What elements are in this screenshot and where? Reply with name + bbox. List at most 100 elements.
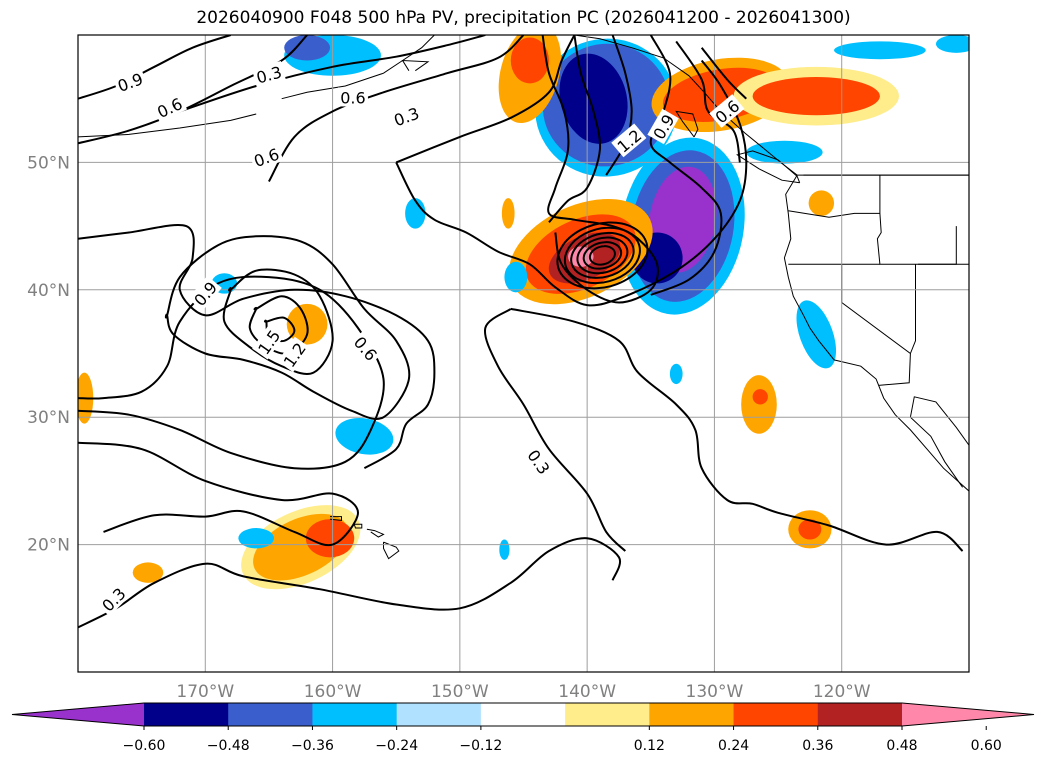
pv-contour-label-bg [349, 330, 383, 366]
precip-fill-cell [796, 300, 837, 369]
x-tick-label: 120°W [813, 682, 871, 702]
map-area: 0.9 0.30.6 0.60.30.60.91.21.5 0.60.30.31.2 0… [78, 35, 969, 672]
colorbar-tick-label: 0.48 [886, 738, 917, 754]
precip-fill-cell [335, 418, 394, 455]
pv-contour-label: 0.6 [337, 87, 368, 107]
pv-contour-ring [563, 226, 641, 285]
precip-fill-cell [746, 140, 823, 164]
pv-contour-label: 0.6 [151, 92, 188, 123]
precip-fill-cell [808, 190, 835, 216]
pv-contour-label-bg [388, 102, 424, 131]
precip-fill-cell [501, 198, 515, 229]
pv-contour-line [483, 308, 627, 552]
x-tick-label: 150°W [431, 682, 489, 702]
map-frame [77, 34, 970, 673]
x-tick-label: 140°W [558, 682, 616, 702]
pv-contour-label: 1.5 [252, 324, 285, 360]
precip-fill-cell [405, 198, 426, 229]
pv-contour-ring [570, 231, 635, 279]
y-tick-labels: 50°N 40°N 30°N 20°N [27, 153, 70, 555]
colorbar-segment [817, 703, 903, 726]
colorbar-segment [480, 703, 566, 726]
precip-fill-cell [741, 375, 777, 434]
pv-contour-label-bg [187, 275, 222, 311]
precip-fill-cell [510, 37, 549, 84]
colorbar-extend-max [902, 703, 1034, 726]
precip-fill-cell [752, 77, 880, 116]
pv-contour-label-bg [337, 87, 368, 107]
colorbar-extend-min [12, 703, 144, 726]
precip-blob-negative-vancouver [746, 140, 823, 164]
pv-contour-line [78, 35, 308, 145]
pv-contour-ring [576, 236, 629, 275]
pv-contour-line [78, 441, 360, 547]
pv-contour-line [78, 537, 621, 629]
colorbar-tick-label: 0.36 [802, 738, 833, 754]
precip-blob-positive-small-3 [788, 510, 832, 549]
coastline [329, 516, 342, 521]
coastline [383, 541, 400, 560]
precip-blob-negative-coast [796, 300, 837, 369]
pv-contour-line [510, 307, 964, 552]
precip-blob-positive-small-4 [132, 562, 164, 583]
coastline [909, 396, 969, 488]
pv-contour-line [179, 35, 486, 113]
precip-fill-cell [669, 363, 683, 385]
pv-contour-label-bg [251, 60, 286, 88]
pv-contour-line [649, 35, 723, 296]
pv-contour-line [675, 40, 741, 163]
pv-contour-label-bg [95, 581, 131, 617]
precip-blob-negative-small-5 [405, 198, 426, 229]
pv-contour-line [395, 59, 748, 307]
colorbar-tick-label: −0.48 [207, 738, 250, 754]
coastline [353, 523, 363, 529]
precip-fill-cell [834, 41, 926, 60]
y-tick-label: 50°N [27, 153, 70, 173]
pv-contour-line [164, 235, 411, 421]
pv-contour-line [222, 268, 334, 376]
pv-contour-line [541, 35, 659, 304]
pv-contour-ring [582, 241, 623, 270]
precip-fill-cell [935, 35, 969, 53]
pv-contour-line [548, 35, 602, 223]
precip-fill-cell [132, 562, 164, 583]
precip-fill-cell [238, 528, 275, 549]
pv-contour-line [700, 47, 748, 100]
pv-contour-line [605, 35, 633, 176]
precip-blob-negative-small-4 [504, 261, 528, 293]
colorbar-segment [396, 703, 482, 726]
colorbar-tick-label: 0.60 [971, 738, 1002, 754]
coastline [281, 35, 435, 100]
coastline [918, 226, 957, 265]
pv-contour-layer [78, 35, 964, 629]
colorbar-segment [312, 703, 398, 726]
x-tick-labels: 170°W 160°W 150°W 140°W 130°W 120°W [176, 682, 870, 702]
precip-blob-positive-hawaii [241, 505, 361, 590]
pv-contour-label-text: 0.6 [340, 88, 365, 107]
pv-contour-line [78, 35, 232, 100]
precip-blob-negative-small-2 [238, 528, 275, 549]
pv-contour-line [268, 35, 525, 183]
coastline [783, 174, 969, 492]
precip-blob-positive-small-6 [808, 190, 835, 216]
colorbar-segment [228, 703, 313, 726]
y-tick-label: 40°N [27, 281, 70, 301]
x-tick-label: 130°W [686, 682, 744, 702]
y-tick-label: 30°N [27, 408, 70, 428]
gridline-layer [78, 35, 969, 672]
precip-blob-positive-north [498, 35, 562, 124]
pv-contour-line [78, 224, 436, 470]
y-tick-label: 20°N [27, 536, 70, 556]
pv-contour-label-layer: 0.9 0.30.6 0.60.30.60.91.21.5 0.60.30.31.2 0… [95, 60, 745, 617]
colorbar-tick-label: −0.12 [459, 738, 502, 754]
chart-title: 2026040900 F048 500 hPa PV, precipitatio… [196, 8, 851, 28]
precip-fill-cell [305, 519, 355, 558]
colorbar-segment [565, 703, 650, 726]
colorbar-segment [649, 703, 735, 726]
pv-contour-label-bg [248, 142, 284, 171]
pv-contour-label-bg [647, 108, 679, 145]
colorbar-segment [733, 703, 819, 726]
precip-fill-cell [752, 389, 768, 405]
colorbar-tick-label: −0.36 [291, 738, 334, 754]
